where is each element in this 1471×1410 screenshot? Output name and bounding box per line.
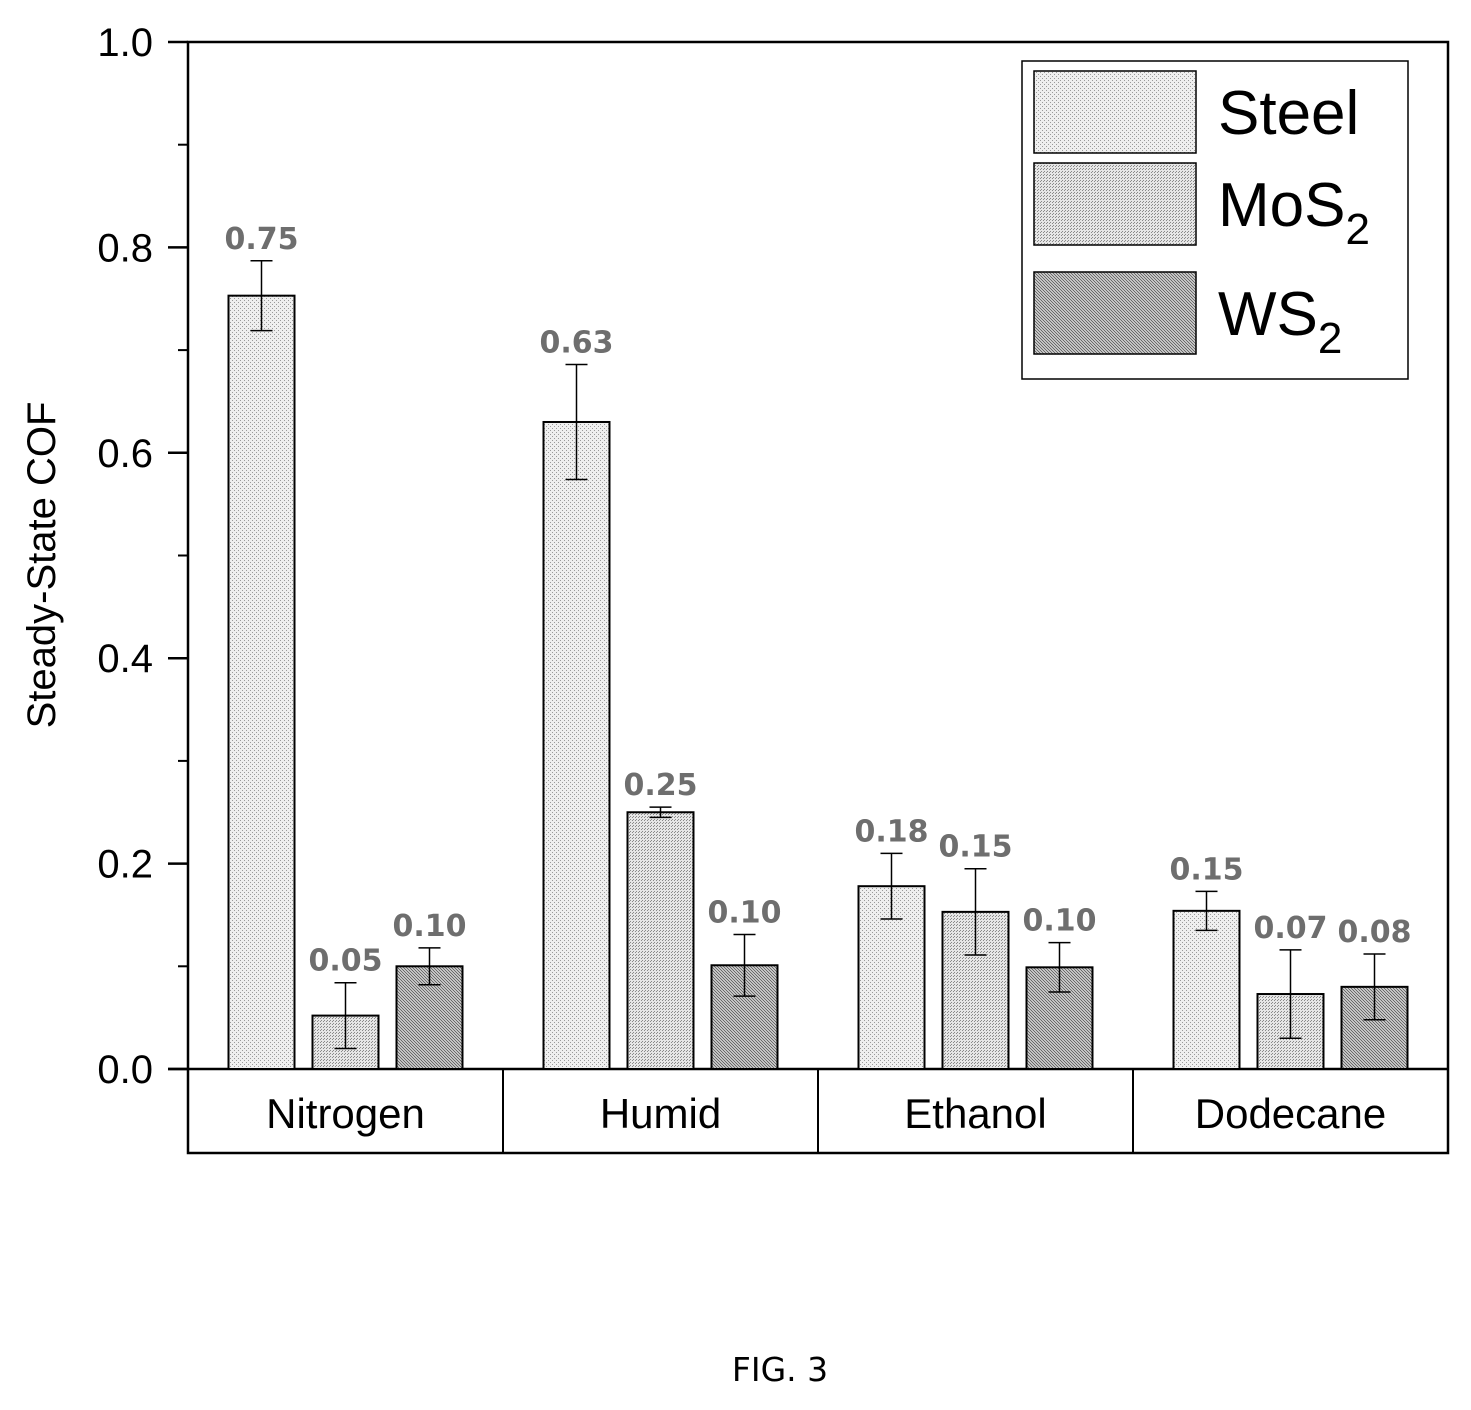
y-tick-label: 0.6 (97, 432, 153, 476)
category-label: Nitrogen (266, 1090, 425, 1137)
bars: 0.75 0.05 0.10 0.63 0.25 0.10 0.18 0.15 0.10 0.15… (224, 222, 1412, 1071)
bar (1172, 909, 1241, 1070)
bar (626, 811, 695, 1070)
data-label: 0.07 (1253, 911, 1327, 946)
bar (227, 294, 296, 1070)
y-tick-label: 0.0 (97, 1048, 153, 1092)
legend-label: WS2 (1218, 280, 1342, 363)
data-label: 0.15 (1169, 852, 1243, 887)
bar-chart: 0.00.20.40.60.81.0 0.750.050.100.630.250… (20, 21, 1450, 1155)
category-label: Dodecane (1195, 1090, 1386, 1137)
data-label: 0.18 (854, 814, 928, 849)
data-label: 0.08 (1337, 915, 1411, 950)
legend-swatch (1033, 162, 1197, 246)
data-label: 0.10 (1022, 904, 1096, 939)
y-tick-label: 0.2 (97, 843, 153, 887)
category-label: Humid (600, 1090, 721, 1137)
y-axis-title: Steady-State COF (20, 402, 64, 729)
category-axis: Nitrogen Humid Ethanol Dodecane (266, 1069, 1386, 1153)
figure-caption: FIG. 3 (731, 1350, 829, 1389)
legend: Steel MoS2 WS2 (1021, 60, 1409, 380)
data-label: 0.10 (392, 909, 466, 944)
legend-swatch (1033, 271, 1197, 355)
legend-label: Steel (1218, 79, 1359, 148)
data-label: 0.05 (308, 944, 382, 979)
y-tick-label: 1.0 (97, 21, 153, 65)
legend-swatch (1033, 70, 1197, 154)
data-label: 0.75 (224, 222, 298, 257)
data-label: 0.25 (623, 768, 697, 803)
legend-label: MoS2 (1218, 171, 1370, 254)
bar (542, 420, 611, 1070)
category-label: Ethanol (904, 1090, 1046, 1137)
data-label: 0.10 (707, 895, 781, 930)
data-label: 0.15 (938, 830, 1012, 865)
y-tick-label: 0.4 (97, 637, 153, 681)
data-label: 0.63 (539, 325, 613, 360)
y-tick-label: 0.8 (97, 226, 153, 270)
y-axis: 0.0 0.2 0.4 0.6 0.8 1.0 (97, 21, 188, 1092)
